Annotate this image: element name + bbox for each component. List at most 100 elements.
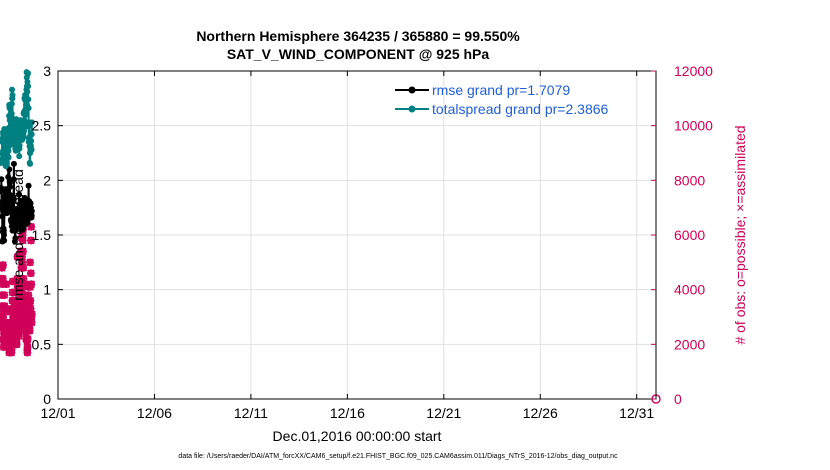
obs-assimilated-point <box>19 263 28 272</box>
y-left-tick-label: 0 <box>43 391 51 407</box>
totalspread-point <box>3 160 10 167</box>
legend-rmse-label: rmse grand pr=1.7079 <box>432 82 570 98</box>
x-tick-label: 12/16 <box>330 405 365 421</box>
rmse-point <box>0 213 6 220</box>
obs-series <box>0 214 661 404</box>
totalspread-point <box>5 147 12 154</box>
obs-assimilated-point <box>15 280 24 289</box>
axis-ticks: 12/01 12/06 12/11 12/16 12/21 12/26 12/31 0 0.5 1… <box>32 63 714 421</box>
rmse-point <box>10 194 17 201</box>
y-left-tick-label: 2.5 <box>32 118 52 134</box>
obs-assimilated-point <box>18 253 26 261</box>
obs-assimilated-point <box>25 326 34 335</box>
totalspread-point <box>25 96 32 103</box>
obs-assimilated-point <box>19 247 27 256</box>
obs-assimilated-point <box>7 345 16 354</box>
obs-assimilated-point <box>16 310 24 319</box>
y-right-tick-label: 12000 <box>674 63 713 79</box>
obs-assimilated-point <box>21 296 30 305</box>
x-tick-label: 12/26 <box>523 405 558 421</box>
rmse-point <box>12 235 19 242</box>
rmse-point <box>7 183 14 190</box>
obs-assimilated-point <box>28 310 36 319</box>
y-right-tick-label: 8000 <box>674 172 705 188</box>
y-left-tick-label: 1.5 <box>32 227 52 243</box>
obs-assimilated-point <box>0 261 7 269</box>
totalspread-point <box>27 160 34 167</box>
totalspread-point <box>28 131 35 138</box>
totalspread-point <box>8 110 15 117</box>
obs-assimilated-point <box>24 291 33 299</box>
obs-assimilated-point <box>14 326 23 335</box>
obs-assimilated-point <box>13 274 22 283</box>
x-tick-label: 12/01 <box>40 405 75 421</box>
totalspread-point <box>22 111 29 118</box>
totalspread-point <box>9 86 16 93</box>
obs-assimilated-point <box>0 291 9 299</box>
x-tick-label: 12/31 <box>619 405 654 421</box>
totalspread-point <box>28 146 35 153</box>
y-right-tick-label: 6000 <box>674 227 705 243</box>
obs-assimilated-point <box>1 318 10 327</box>
obs-assimilated-point <box>18 236 27 245</box>
obs-assimilated-point <box>23 348 32 357</box>
obs-assimilated-point <box>16 291 25 299</box>
line-series <box>0 69 35 245</box>
obs-assimilated-point <box>13 253 22 261</box>
obs-assimilated-point <box>8 277 17 286</box>
y-right-tick-label: 0 <box>674 391 682 407</box>
rmse-point <box>0 227 7 234</box>
obs-assimilated-point <box>27 222 36 231</box>
rmse-point <box>16 191 23 198</box>
obs-assimilated-point <box>17 233 26 242</box>
totalspread-point <box>25 105 32 112</box>
obs-assimilated-point <box>26 258 34 267</box>
rmse-point <box>27 200 34 207</box>
totalspread-point <box>28 137 35 144</box>
y-right-tick-label: 10000 <box>674 118 713 134</box>
obs-assimilated-point <box>18 258 26 267</box>
obs-assimilated-point <box>12 340 21 349</box>
obs-assimilated-point <box>14 332 23 340</box>
legend-spread-label: totalspread grand pr=2.3866 <box>432 101 609 117</box>
rmse-point <box>28 212 35 219</box>
y-right-tick-label: 4000 <box>674 282 705 298</box>
obs-assimilated-point <box>14 318 23 327</box>
y-left-tick-label: 3 <box>43 63 51 79</box>
totalspread-point <box>16 142 23 149</box>
rmse-point <box>10 176 17 183</box>
grid <box>57 70 656 400</box>
legend-rmse-marker <box>408 86 416 94</box>
x-tick-label: 12/11 <box>234 405 268 421</box>
obs-assimilated-point <box>23 343 32 351</box>
totalspread-point <box>8 100 15 107</box>
obs-assimilated-point <box>19 274 28 283</box>
obs-assimilated-point <box>4 307 12 316</box>
chart-title: Northern Hemisphere 364235 / 365880 = 99… <box>196 28 520 44</box>
obs-assimilated-point <box>0 274 7 283</box>
obs-assimilated-point <box>9 304 17 313</box>
rmse-point <box>0 176 5 183</box>
obs-assimilated-point <box>0 263 6 272</box>
rmse-point <box>0 232 7 238</box>
y-axis-left-label: rmse and totalspread <box>10 169 26 301</box>
obs-assimilated-point <box>0 307 7 316</box>
obs-assimilated-point <box>17 285 26 294</box>
obs-assimilated-point <box>27 269 35 278</box>
obs-assimilated-point <box>0 313 8 321</box>
x-axis-label: Dec.01,2016 00:00:00 start <box>273 428 442 444</box>
obs-assimilated-point <box>2 280 11 289</box>
rmse-point <box>25 182 32 189</box>
rmse-point <box>10 160 17 167</box>
obs-assimilated-point <box>18 231 27 239</box>
legend-spread-marker <box>408 105 416 113</box>
totalspread-point <box>5 154 12 161</box>
obs-assimilated-point <box>26 296 35 305</box>
totalspread-point <box>28 119 35 126</box>
obs-assimilated-point <box>16 304 24 313</box>
totalspread-point <box>24 88 31 95</box>
y-left-tick-label: 0.5 <box>32 336 52 352</box>
obs-assimilated-point <box>23 335 32 343</box>
totalspread-point <box>16 153 23 160</box>
